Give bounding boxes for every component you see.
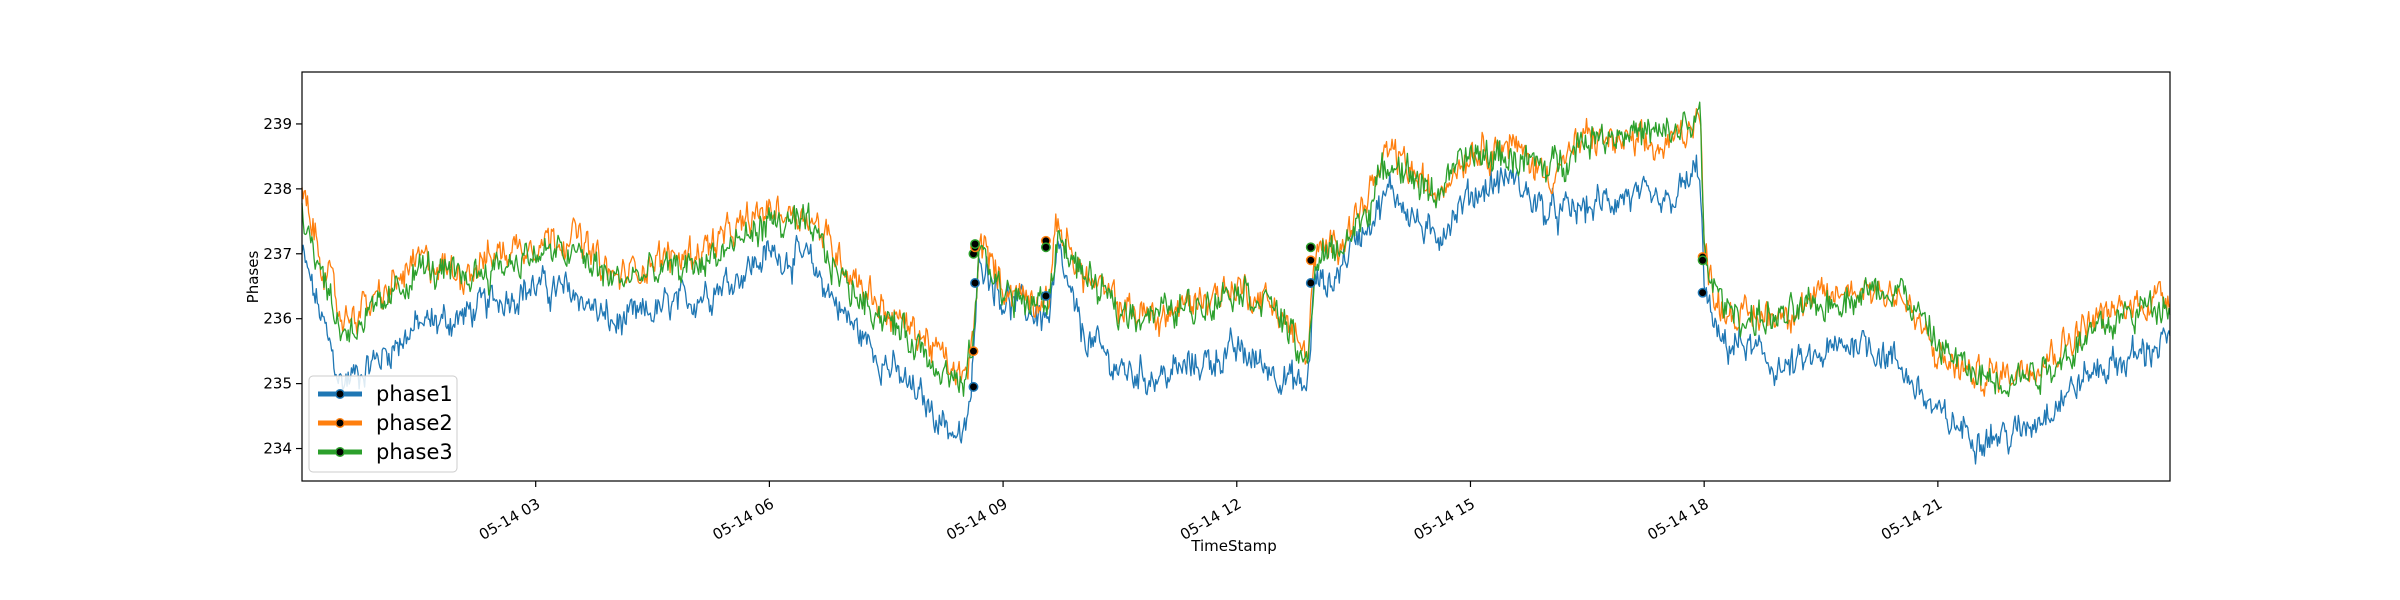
legend-label-phase1: phase1 (376, 382, 453, 406)
y-tick-label: 238 (263, 180, 292, 198)
legend-label-phase2: phase2 (376, 411, 453, 435)
data-marker-phase1 (1697, 287, 1708, 298)
legend-label-phase3: phase3 (376, 440, 453, 464)
data-marker-phase1 (1305, 278, 1316, 288)
y-tick-label: 239 (263, 115, 292, 133)
data-marker-phase3 (1305, 242, 1316, 253)
legend-box (308, 375, 458, 473)
marker-layer (968, 235, 1708, 392)
legend-marker-phase2 (335, 418, 345, 428)
x-tick-label: 05-14 03 (476, 495, 543, 544)
data-marker-phase1 (968, 381, 979, 392)
data-marker-phase3 (970, 239, 980, 249)
data-marker-phase3 (1040, 242, 1051, 253)
x-tick-label: 05-14 06 (710, 495, 777, 544)
y-tick-label: 234 (263, 440, 292, 458)
series-line-phase1 (301, 154, 2171, 465)
y-tick-label: 237 (263, 245, 292, 263)
legend-marker-phase3 (335, 447, 345, 457)
data-marker-phase1 (1040, 291, 1051, 301)
data-marker-phase2 (968, 346, 979, 357)
x-tick-label: 05-14 15 (1411, 495, 1478, 544)
y-axis-label: Phases (244, 251, 262, 304)
x-tick-label: 05-14 09 (943, 495, 1010, 544)
x-tick-label: 05-14 21 (1878, 495, 1945, 544)
legend-marker-phase1 (335, 389, 345, 399)
series-line-phase3 (301, 101, 2171, 398)
x-tick-label: 05-14 18 (1644, 495, 1711, 544)
x-axis: 05-14 03 05-14 06 05-14 09 05-14 12 05-14 15… (476, 481, 1945, 544)
y-tick-label: 235 (263, 375, 292, 393)
legend: phase1 phase2 phase3 (308, 375, 458, 473)
data-marker-phase3 (1697, 255, 1708, 266)
plot-frame (301, 71, 2171, 482)
x-axis-label: TimeStamp (1190, 537, 1276, 555)
y-axis: 234 235 236 237 238 239 (263, 115, 302, 458)
y-tick-label: 236 (263, 310, 292, 328)
data-marker-phase1 (970, 278, 980, 288)
data-marker-phase2 (1305, 255, 1316, 266)
series-layer (301, 101, 2171, 465)
